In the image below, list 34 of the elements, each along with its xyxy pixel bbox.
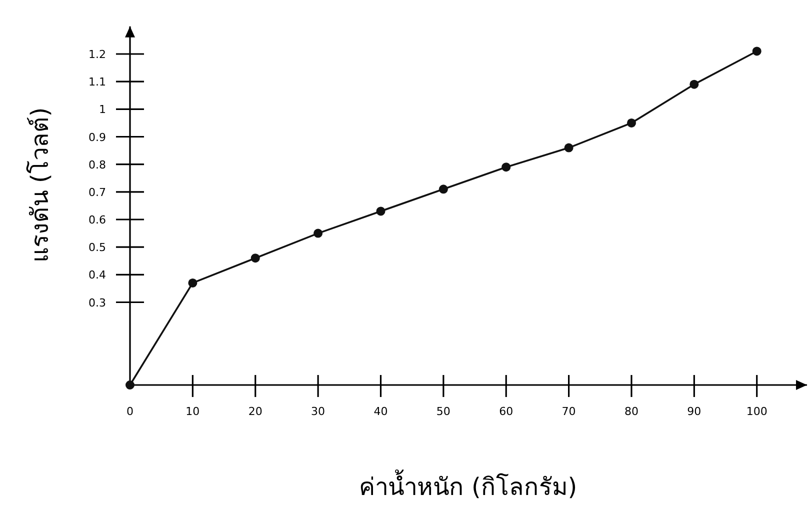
y-axis-title: แรงดัน (โวลต์) (26, 107, 54, 263)
point (250, 254, 260, 263)
point (314, 228, 323, 238)
y-tick-label: 0.7 (88, 186, 106, 199)
point (564, 143, 574, 152)
x-tick-label: 40 (374, 405, 388, 418)
point (438, 184, 448, 194)
y-tick-label: 0.6 (88, 214, 106, 226)
point (502, 162, 511, 172)
point (690, 80, 699, 89)
x-tick-label: 10 (186, 405, 200, 418)
x-tick-label: 60 (499, 405, 514, 418)
point (626, 118, 636, 128)
x-tick-label: 90 (687, 405, 702, 418)
x-tick-label: 30 (311, 405, 326, 418)
y-tick-label: 0.3 (88, 296, 106, 310)
y-tick-label: 1.2 (88, 48, 106, 61)
x-tick-label: 0 (126, 405, 134, 418)
x-tick-label: 20 (248, 405, 262, 418)
y-tick-label: 0.5 (88, 241, 106, 254)
y-tick-label: 0.9 (88, 130, 106, 144)
x-axis-title: ค่าน้ำหนัก (กิโลกรัม) (358, 469, 578, 501)
point (752, 46, 762, 56)
x-tick-label: 80 (624, 405, 638, 418)
point (376, 206, 386, 216)
x-tick-label: 100 (746, 405, 768, 418)
x-tick-label: 70 (562, 405, 576, 418)
y-tick-label: 1 (99, 103, 106, 116)
point (188, 278, 198, 288)
point (126, 380, 134, 390)
y-tick-label: 0.8 (88, 158, 106, 172)
y-tick-label: 0.4 (88, 268, 106, 282)
x-tick-label: 50 (436, 405, 450, 418)
y-tick-label: 1.1 (88, 76, 106, 89)
